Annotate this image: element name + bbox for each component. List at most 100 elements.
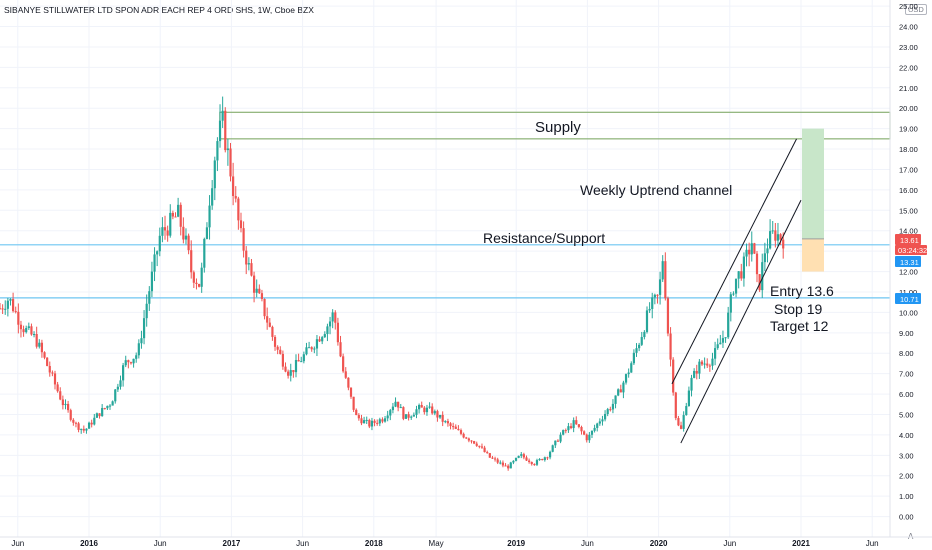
candle-body [493,458,497,460]
candle-body [763,253,766,263]
countdown-value: 03:24:32 [898,246,927,255]
x-tick-label: Jun [866,539,879,548]
candle-body [695,370,698,374]
candle-body [103,408,106,410]
x-tick-label: 2018 [365,539,383,548]
candle-body [218,120,222,142]
candle-body [729,294,732,313]
candle-body [470,440,473,442]
lower-level-value: 10.71 [900,295,919,304]
candle-body [381,419,384,422]
candle-body [271,326,274,337]
candle-body [229,148,232,177]
candle-body [95,413,99,418]
x-tick-label: Jun [11,539,24,548]
currency-label[interactable]: USD [905,4,927,15]
candle-body [11,299,15,312]
candle-body [263,298,266,317]
resistance-label[interactable]: Resistance/Support [483,230,605,246]
candle-body [394,401,397,407]
candle-body [496,459,499,463]
candle-body [525,457,528,461]
candle-body [454,426,457,429]
candle-body [449,423,452,427]
candle-body [14,311,17,313]
candle-body [59,391,62,400]
candle-body [27,326,30,329]
candle-body [645,310,649,332]
x-tick-label: May [429,539,444,548]
candle-body [724,337,727,339]
y-tick-label: 22.00 [899,63,918,72]
candle-body [318,339,321,342]
candle-body [583,431,586,435]
candle-body [638,344,641,349]
y-tick-label: 5.00 [899,410,914,419]
candle-body [559,434,562,442]
candle-body [281,353,284,367]
y-tick-label: 16.00 [899,186,918,195]
candle-body [475,443,478,446]
candle-body [700,361,704,365]
candle-body [546,457,549,459]
candle-body [336,322,340,343]
candle-body [349,387,353,397]
candle-body [551,445,554,452]
candle-body [748,249,751,255]
entry-label[interactable]: Entry 13.6 [770,283,834,299]
candle-body [452,426,455,428]
candle-body [237,198,240,221]
candle-body [122,365,125,381]
channel-label[interactable]: Weekly Uptrend channel [580,182,732,198]
target-label[interactable]: Target 12 [770,318,829,334]
time-axis[interactable]: Jun 2016 Jun 2017 Jun 2018 May 2019 Jun 2020 Jun 20… [11,539,878,548]
candle-body [611,403,615,410]
candle-body [446,421,450,424]
candle-body [300,361,303,363]
y-tick-label: 0.00 [899,513,914,522]
candle-body [242,228,245,251]
candle-body [101,408,104,417]
candle-body [156,251,159,255]
candle-body [140,338,143,344]
candle-body [142,318,146,339]
stop-label[interactable]: Stop 19 [774,301,822,317]
upper-level-value: 13.31 [900,258,919,267]
uptrend-channel[interactable] [671,138,802,444]
candle-body [80,428,83,430]
position-lower-zone [802,238,824,272]
x-tick-label: Jun [296,539,309,548]
price-axis[interactable]: 0.00 1.00 2.00 3.00 4.00 5.00 6.00 7.00 8.00 9.00… [0,0,932,538]
candle-body [127,360,130,363]
candle-body [182,226,185,240]
candle-body [255,288,258,293]
candle-body [310,347,313,350]
x-tick-label: 2017 [223,539,241,548]
candle-body [674,392,677,419]
candle-body [703,363,706,365]
countdown-tag [895,245,927,255]
channel-lower-line [680,199,802,444]
candle-body [342,356,345,372]
candle-body [1,308,4,310]
candle-body [643,331,646,338]
candle-body [108,405,112,407]
candle-body [596,423,599,428]
candle-body [478,445,481,447]
candle-body [658,279,662,295]
candle-body [627,372,630,375]
candle-body [541,458,544,461]
x-tick-label: 2021 [792,539,810,548]
annotations[interactable]: Supply Weekly Uptrend channel Resistance… [483,119,834,334]
candle-body [46,357,49,366]
candle-body [245,250,248,265]
candle-body [19,324,23,330]
candle-body [535,460,539,465]
supply-label[interactable]: Supply [535,119,581,136]
candle-body [177,204,180,217]
candle-body [441,414,444,422]
x-tick-label: Jun [723,539,736,548]
candle-body [619,389,622,393]
candle-body [462,433,465,438]
